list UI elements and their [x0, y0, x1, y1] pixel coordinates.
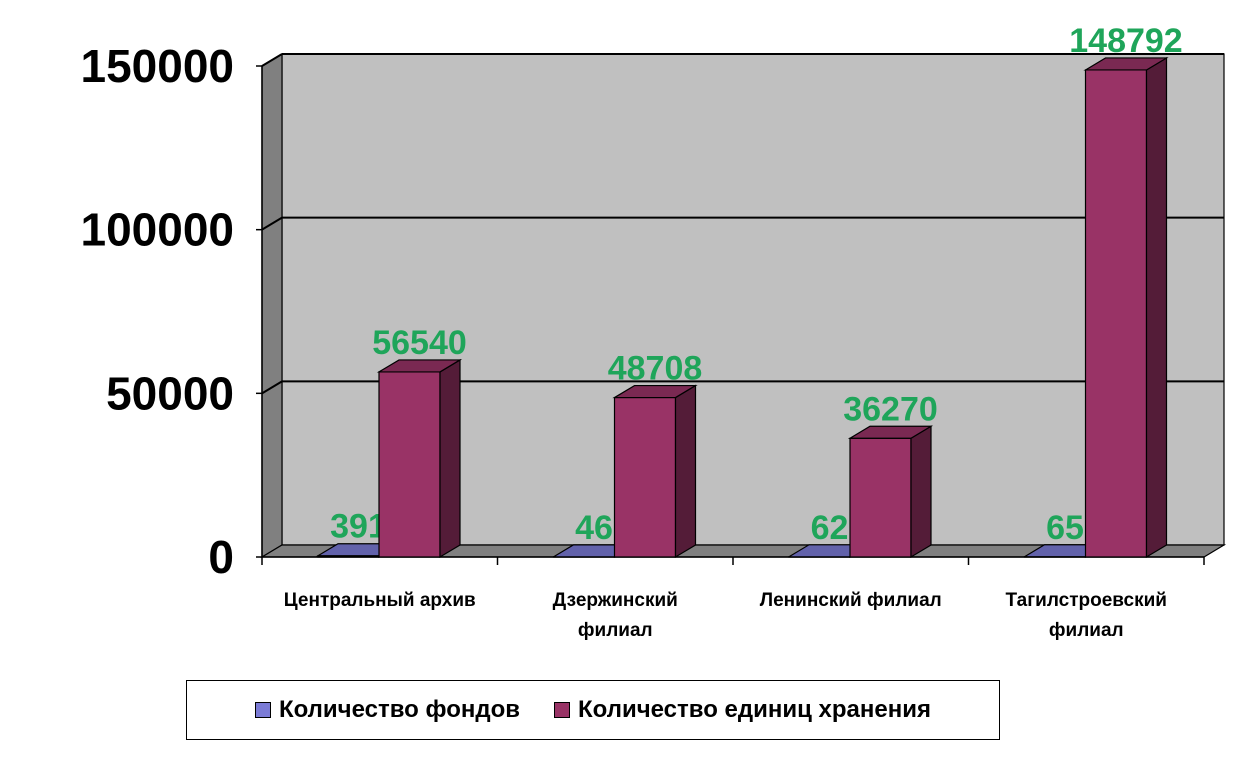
- data-label-series1-cat2: 36270: [843, 390, 938, 428]
- bar-series1-cat1: [612, 384, 698, 559]
- x-tick-label: Тагилстроевский: [1006, 590, 1167, 611]
- legend-swatch-funds: [254, 702, 271, 718]
- bar-series1-cat0: [376, 358, 463, 559]
- legend: Количество фондов Количество единиц хран…: [186, 680, 1000, 740]
- y-tick-label: 50000: [106, 367, 234, 419]
- bar-series1-cat1-face: [674, 384, 697, 559]
- y-tick-label: 0: [208, 531, 234, 583]
- x-tick-label: филиал: [1049, 620, 1124, 641]
- bar-series1-cat2-face: [849, 437, 912, 558]
- data-label-series1-cat0: 56540: [372, 324, 467, 362]
- y-tick-label: 150000: [81, 40, 235, 92]
- x-tick-label: филиал: [578, 620, 653, 641]
- legend-item-funds: Количество фондов: [254, 696, 520, 724]
- gridline-side: [261, 216, 283, 231]
- bar-series1-cat2: [847, 425, 934, 559]
- bar-series1-cat3-face: [1145, 56, 1168, 559]
- legend-item-storage-units: Количество единиц хранения: [554, 696, 931, 724]
- bar-chart: 0 50000 100000 150000 391 56540 Центральный ар…: [81, 22, 1227, 641]
- legend-label-storage-units: Количество единиц хранения: [578, 696, 932, 723]
- gridline-side: [261, 380, 283, 395]
- data-label-series1-cat3: 148792: [1069, 22, 1182, 60]
- data-label-series0-cat0: 391: [330, 508, 387, 546]
- data-label-series1-cat1: 48708: [608, 350, 703, 388]
- x-tick-label: Ленинский филиал: [760, 590, 942, 611]
- data-label-series0-cat3: 65: [1046, 509, 1084, 547]
- legend-label-funds: Количество фондов: [278, 696, 520, 723]
- chart-side-wall: [261, 52, 283, 559]
- bar-series1-cat3-face: [1083, 57, 1169, 71]
- data-label-series0-cat2: 62: [811, 509, 849, 547]
- gridline-side: [261, 53, 283, 67]
- x-tick-label: Центральный архив: [284, 590, 476, 611]
- bar-series1-cat1-face: [613, 396, 677, 558]
- legend-swatch-storage-units: [554, 702, 570, 718]
- bar-series1-cat0-face: [378, 371, 441, 558]
- y-tick-label: 100000: [81, 204, 235, 256]
- bar-series1-cat3: [1083, 56, 1169, 559]
- bar-series1-cat0-face: [439, 358, 461, 559]
- data-label-series0-cat1: 46: [575, 509, 613, 547]
- bar-series1-cat1-face: [612, 384, 698, 399]
- x-tick-label: Дзержинский: [553, 590, 678, 611]
- bar-series1-cat2-face: [847, 425, 934, 439]
- bar-series1-cat3-face: [1084, 69, 1148, 558]
- bar-series1-cat2-face: [910, 425, 932, 559]
- bar-series1-cat0-face: [376, 359, 463, 373]
